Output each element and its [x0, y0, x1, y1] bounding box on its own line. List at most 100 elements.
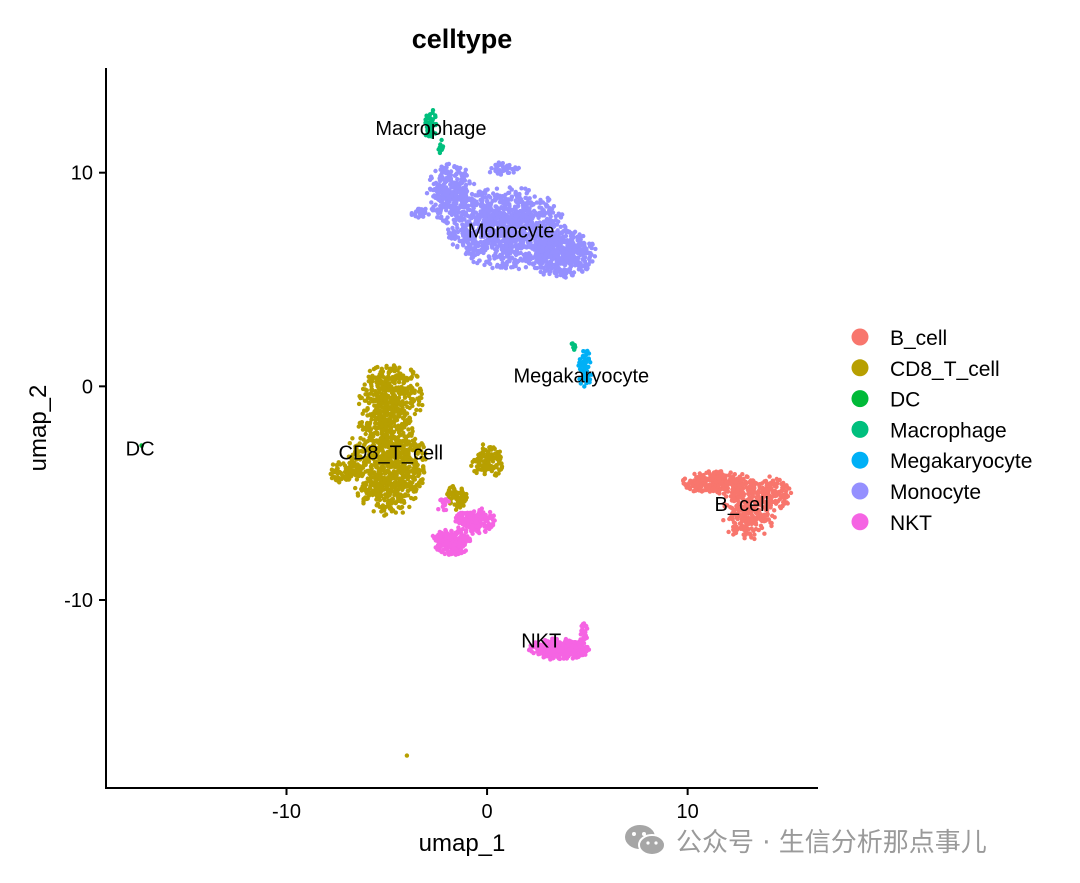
- point: [351, 470, 356, 475]
- point: [480, 442, 486, 447]
- point: [524, 191, 529, 196]
- point: [383, 512, 389, 517]
- point: [745, 522, 751, 527]
- point: [770, 513, 775, 518]
- point: [481, 510, 486, 515]
- point: [498, 172, 504, 177]
- point: [577, 357, 583, 362]
- point: [362, 462, 367, 467]
- point: [780, 485, 785, 490]
- point: [386, 451, 391, 456]
- point: [384, 365, 389, 370]
- point: [464, 172, 469, 178]
- point: [762, 531, 767, 536]
- point: [408, 391, 414, 396]
- point: [394, 475, 399, 481]
- point: [527, 261, 532, 266]
- point: [448, 169, 454, 174]
- point: [732, 521, 738, 526]
- point: [443, 545, 449, 550]
- point: [578, 381, 583, 386]
- point: [381, 440, 386, 445]
- point: [560, 245, 566, 250]
- point: [700, 476, 706, 482]
- point: [396, 468, 401, 473]
- point: [388, 463, 393, 468]
- point: [771, 499, 777, 505]
- point: [737, 508, 742, 513]
- point: [482, 471, 487, 477]
- point: [495, 457, 500, 462]
- point: [438, 534, 443, 540]
- point: [767, 474, 772, 479]
- point: [507, 190, 512, 195]
- point: [404, 753, 410, 758]
- point: [405, 404, 410, 410]
- point: [724, 494, 729, 499]
- point: [592, 254, 598, 259]
- point: [482, 524, 487, 529]
- point: [478, 463, 484, 468]
- point: [507, 185, 512, 190]
- point: [523, 195, 528, 201]
- point: [498, 265, 503, 270]
- point: [505, 170, 511, 175]
- point: [444, 535, 450, 540]
- point: [382, 432, 387, 438]
- point: [405, 477, 410, 482]
- point: [515, 167, 520, 172]
- point: [405, 488, 411, 494]
- point: [387, 492, 392, 498]
- point: [358, 436, 363, 441]
- point: [760, 495, 765, 500]
- point: [408, 376, 414, 381]
- point: [752, 521, 757, 526]
- point: [744, 474, 749, 479]
- point: [509, 213, 514, 219]
- point: [400, 510, 405, 515]
- point: [485, 187, 490, 192]
- point: [504, 254, 510, 259]
- point: [379, 488, 384, 493]
- point: [706, 469, 711, 474]
- point: [724, 480, 730, 485]
- point: [746, 491, 751, 496]
- point: [463, 548, 468, 553]
- point: [419, 391, 424, 397]
- point: [416, 446, 422, 451]
- point: [429, 124, 434, 129]
- point: [750, 494, 756, 499]
- point: [424, 191, 430, 196]
- point: [335, 471, 340, 476]
- point: [534, 259, 539, 264]
- point: [387, 482, 392, 487]
- point: [427, 112, 433, 117]
- point: [430, 533, 436, 539]
- point: [482, 210, 487, 216]
- point: [386, 487, 391, 492]
- point: [386, 370, 391, 376]
- point: [426, 116, 431, 121]
- point: [423, 120, 428, 126]
- point: [471, 259, 476, 265]
- point: [390, 400, 396, 405]
- point: [463, 495, 469, 501]
- point: [764, 507, 769, 513]
- point: [458, 547, 464, 553]
- point: [505, 197, 511, 202]
- point: [526, 215, 531, 220]
- point: [547, 212, 552, 217]
- point: [731, 492, 737, 497]
- point: [497, 449, 502, 454]
- point: [392, 364, 398, 370]
- point: [716, 483, 721, 488]
- point: [402, 394, 408, 400]
- point: [463, 186, 469, 192]
- point: [392, 368, 397, 374]
- point: [487, 170, 493, 175]
- point: [494, 211, 499, 216]
- point: [773, 492, 779, 497]
- point: [777, 477, 782, 483]
- series-B_cell: [681, 469, 794, 542]
- point: [788, 490, 794, 496]
